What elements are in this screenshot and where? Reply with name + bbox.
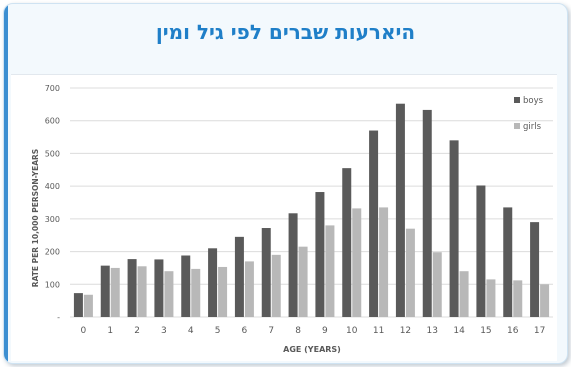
y-axis-ticks: - 100 200 300 400 500 600 700	[45, 84, 60, 322]
bar-girls-3	[164, 271, 174, 317]
bar-boys-12	[395, 103, 405, 318]
bar-boys-15	[476, 185, 486, 317]
frame-accent-bar	[4, 4, 8, 363]
legend: boys girls	[514, 96, 544, 132]
bar-boys-8	[288, 213, 298, 317]
legend-label-girls: girls	[523, 122, 542, 132]
bar-boys-1	[100, 265, 110, 317]
x-tick-label: 17	[534, 326, 545, 336]
bar-girls-13	[432, 252, 442, 317]
x-tick-label: 11	[373, 326, 384, 336]
bar-girls-7	[271, 254, 281, 317]
bar-boys-4	[181, 255, 191, 317]
bar-boys-0	[73, 293, 83, 317]
y-axis-label: RATE PER 10,000 PERSON-YEARS	[31, 149, 40, 287]
bar-boys-16	[503, 207, 513, 317]
bar-boys-11	[369, 130, 379, 317]
x-tick-label: 3	[161, 326, 167, 336]
x-tick-label: 12	[400, 326, 411, 336]
x-tick-label: 9	[322, 326, 328, 336]
bar-boys-3	[154, 259, 164, 317]
bar-girls-6	[244, 261, 254, 317]
bar-girls-17	[540, 284, 550, 317]
bar-girls-12	[405, 228, 415, 317]
bar-boys-13	[422, 109, 432, 317]
bar-boys-14	[449, 140, 459, 317]
y-tick-label: 100	[45, 280, 60, 289]
bar-boys-10	[342, 168, 352, 317]
legend-label-boys: boys	[523, 96, 544, 106]
bar-girls-1	[110, 267, 120, 317]
bar-boys-7	[261, 228, 271, 317]
x-tick-label: 4	[188, 326, 194, 336]
legend-swatch-girls	[514, 123, 520, 129]
bar-boys-9	[315, 192, 325, 317]
y-tick-label: 600	[45, 117, 60, 126]
legend-swatch-boys	[514, 97, 520, 103]
bar-boys-17	[530, 222, 540, 317]
bar-girls-8	[298, 246, 308, 317]
bar-girls-15	[486, 279, 496, 317]
x-tick-label: 7	[268, 326, 274, 336]
x-tick-label: 5	[215, 326, 221, 336]
x-tick-label: 2	[134, 326, 140, 336]
x-tick-label: 15	[480, 326, 491, 336]
slide-title: היארעות שברים לפי גיל ומין	[155, 20, 416, 44]
x-tick-label: 0	[81, 326, 87, 336]
bar-girls-9	[325, 225, 335, 317]
x-axis-label: AGE (YEARS)	[283, 345, 341, 354]
y-tick-label: -	[57, 313, 60, 322]
y-tick-label: 700	[45, 84, 60, 93]
bar-girls-4	[191, 268, 201, 317]
x-tick-label: 6	[242, 326, 248, 336]
bar-girls-10	[352, 208, 362, 317]
grid-lines	[70, 87, 553, 318]
bar-girls-5	[218, 266, 228, 317]
bar-boys-5	[208, 248, 218, 317]
x-tick-label: 10	[346, 326, 358, 336]
bar-girls-14	[459, 271, 469, 317]
bar-girls-11	[379, 207, 389, 317]
bar-girls-16	[513, 280, 523, 317]
bar-girls-0	[83, 294, 93, 317]
x-tick-label: 16	[507, 326, 519, 336]
bar-boys-2	[127, 259, 137, 317]
bar-girls-2	[137, 266, 147, 317]
x-axis-ticks: 0 1 2 3 4 5 6 7 8 9 10 11 12 13 14 15 16 17	[81, 326, 546, 336]
y-tick-label: 400	[45, 182, 60, 191]
x-tick-label: 1	[107, 326, 113, 336]
x-tick-label: 13	[427, 326, 438, 336]
y-tick-label: 500	[45, 149, 60, 158]
y-tick-label: 200	[45, 248, 60, 257]
x-tick-label: 8	[295, 326, 301, 336]
bar-boys-6	[234, 236, 244, 317]
x-tick-label: 14	[453, 326, 465, 336]
bars	[73, 103, 550, 318]
y-tick-label: 300	[45, 215, 60, 224]
